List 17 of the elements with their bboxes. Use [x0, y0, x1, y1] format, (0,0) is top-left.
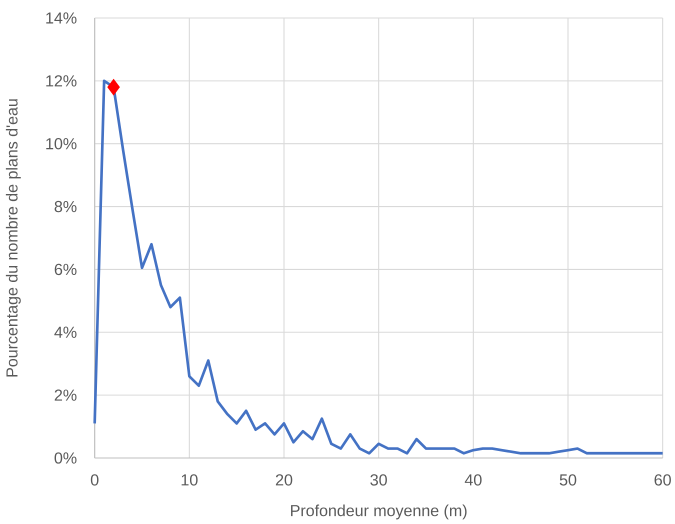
- y-tick-label: 10%: [46, 138, 76, 150]
- x-tick-label: 20: [276, 474, 292, 486]
- y-tick-label: 14%: [46, 12, 76, 24]
- y-tick-label: 0%: [54, 452, 76, 464]
- y-tick-label: 8%: [54, 200, 76, 212]
- y-tick-label: 4%: [54, 326, 76, 338]
- x-tick-label: 10: [182, 474, 198, 486]
- x-tick-label: 0: [90, 474, 99, 486]
- y-axis-title: Pourcentage du nombre de plans d'eau: [6, 99, 21, 377]
- x-tick-label: 40: [464, 474, 482, 486]
- x-axis-title: Profondeur moyenne (m): [291, 504, 467, 520]
- y-tick-label: 6%: [54, 264, 76, 276]
- x-tick-label: 30: [370, 474, 387, 486]
- y-tick-label: 2%: [54, 390, 76, 401]
- x-tick-label: 60: [654, 474, 671, 486]
- x-tick-label: 50: [560, 474, 576, 486]
- y-tick-label: 12%: [46, 75, 76, 86]
